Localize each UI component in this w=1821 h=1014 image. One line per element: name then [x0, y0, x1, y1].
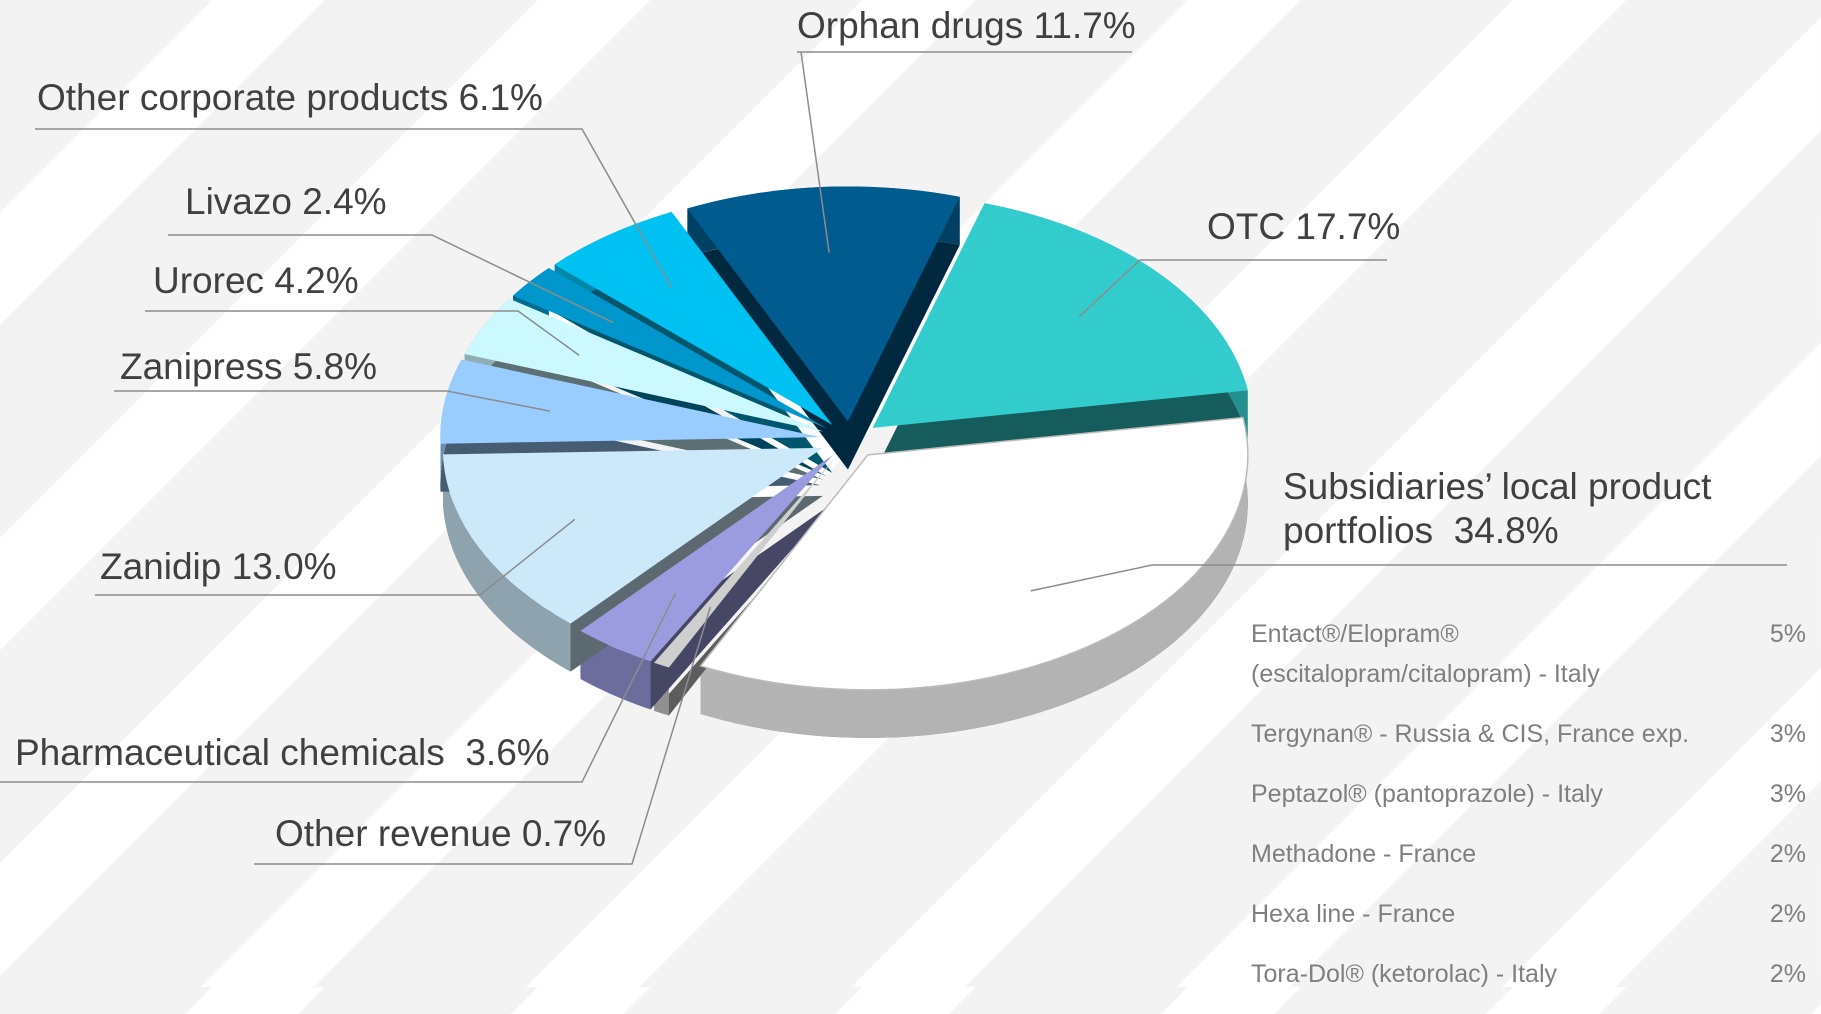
slice-label: Urorec 4.2% [153, 259, 359, 303]
breakdown-row: Hexa line - France 2% [1251, 894, 1806, 934]
value-label: 4.2% [274, 260, 359, 301]
category-label: Urorec [153, 260, 265, 301]
slice [513, 268, 827, 429]
slice-label: Livazo 2.4% [185, 180, 387, 224]
leader-line [35, 128, 673, 289]
chart [0, 51, 1787, 865]
category-label: Other corporate products [37, 77, 449, 118]
leader-line [1078, 259, 1387, 318]
product-share: 3% [1769, 720, 1806, 748]
slice [554, 212, 833, 425]
value-label: 0.7% [521, 813, 607, 854]
leader-line [1030, 564, 1787, 592]
leader-line [95, 518, 576, 596]
breakdown-row: Tora-Dol® (ketorolac) - Italy 2% [1251, 954, 1806, 994]
product-name: Methadone - France [1251, 840, 1477, 868]
product-name: Entact®/Elopram® (escitalopram/citalopra… [1251, 620, 1600, 688]
category-label: Orphan drugs [797, 5, 1024, 46]
category-label: Zanidip [100, 546, 222, 587]
slice-label: Zanipress 5.8% [120, 345, 377, 389]
value-label: 17.7% [1295, 206, 1401, 247]
slice-label: Subsidiaries’ local product portfolios 3… [1283, 465, 1763, 553]
leader-line [114, 390, 551, 412]
product-share: 3% [1769, 780, 1806, 808]
slice [442, 447, 823, 624]
category-label: Pharmaceutical chemicals [15, 732, 445, 773]
slice [440, 359, 821, 444]
product-share: 2% [1769, 840, 1806, 868]
value-label: 6.1% [458, 77, 543, 118]
slice [687, 186, 960, 422]
category-label: Subsidiaries’ local product portfolios [1283, 466, 1712, 551]
category-label: OTC [1207, 206, 1286, 247]
value-label: 3.6% [465, 732, 550, 773]
value-label: 2.4% [302, 181, 387, 222]
breakdown-row: Tergynan® - Russia & CIS, France exp. 3% [1251, 714, 1806, 754]
leader-line [0, 593, 677, 783]
leader-line [254, 606, 712, 865]
category-label: Zanipress [120, 346, 283, 387]
leader-line [797, 51, 1132, 253]
slice [872, 203, 1248, 428]
category-label: Livazo [185, 181, 292, 222]
product-share: 5% [1769, 620, 1806, 648]
slice-label: Orphan drugs 11.7% [797, 4, 1136, 48]
product-name: Hexa line - France [1251, 900, 1456, 928]
breakdown-row: Peptazol® (pantoprazole) - Italy 3% [1251, 774, 1806, 814]
product-name: Tergynan® - Russia & CIS, France exp. [1251, 720, 1690, 748]
slice [699, 416, 1249, 691]
value-label: 34.8% [1453, 510, 1559, 551]
leader-line [168, 234, 614, 324]
slice-label: Other corporate products 6.1% [37, 76, 543, 120]
product-name: Tora-Dol® (ketorolac) - Italy [1251, 960, 1557, 988]
value-label: 11.7% [1033, 5, 1136, 46]
product-share: 2% [1769, 900, 1806, 928]
slice-label: Pharmaceutical chemicals 3.6% [15, 731, 550, 775]
slice-wall [700, 417, 1248, 738]
product-share: 2% [1769, 960, 1806, 988]
slice [464, 298, 824, 432]
slice-label: Zanidip 13.0% [100, 545, 337, 589]
slice [580, 455, 833, 662]
slice [654, 456, 837, 668]
product-name: Peptazol® (pantoprazole) - Italy [1251, 780, 1603, 808]
slice-label: OTC 17.7% [1207, 205, 1400, 249]
leader-line [145, 310, 580, 356]
page: {"chart_data": {"type": "pie", "categori… [0, 0, 1821, 988]
category-label: Other revenue [275, 813, 512, 854]
breakdown-row: Entact®/Elopram® (escitalopram/citalopra… [1251, 614, 1806, 694]
value-label: 13.0% [231, 546, 337, 587]
slice-label: Other revenue 0.7% [275, 812, 606, 856]
breakdown-table: Entact®/Elopram® (escitalopram/citalopra… [1251, 614, 1806, 1014]
value-label: 5.8% [292, 346, 378, 387]
slice-wall [442, 454, 571, 672]
breakdown-row: Methadone - France 2% [1251, 834, 1806, 874]
